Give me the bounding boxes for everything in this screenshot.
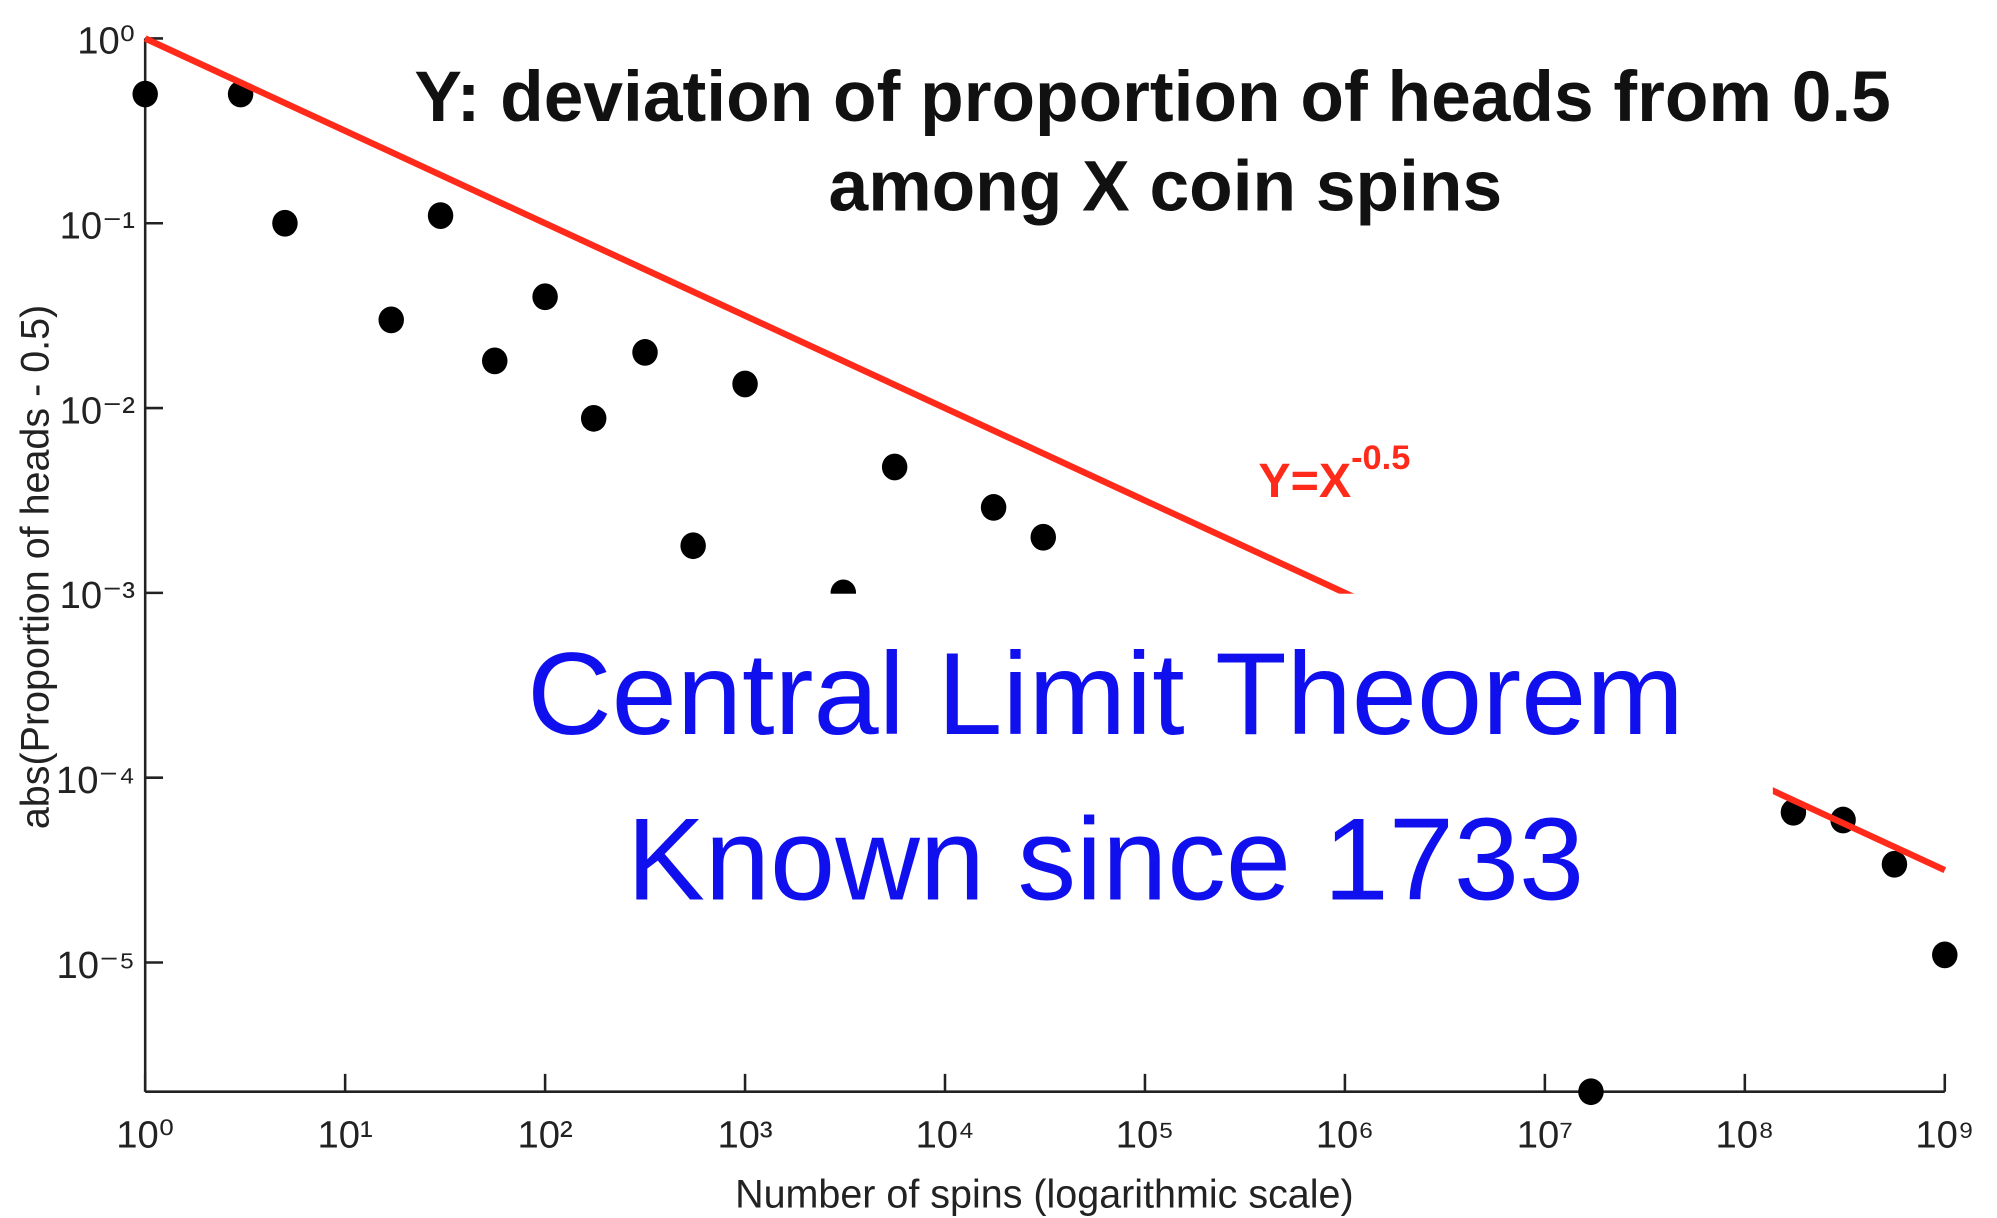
annotation-exponent: -0.5 [1351, 439, 1410, 477]
y-tick-label: 10⁻⁵ [57, 944, 135, 987]
x-tick-label: 10³ [717, 1114, 772, 1157]
x-tick-label: 10⁰ [116, 1114, 174, 1157]
annotation: Y=X-0.5 [1258, 439, 1410, 508]
data-point [881, 453, 908, 481]
data-point [132, 80, 158, 108]
y-axis-label: abs(Proportion of heads - 0.5) [13, 305, 57, 829]
data-point [680, 532, 706, 560]
y-tick-label: 10⁻¹ [60, 205, 135, 248]
x-tick-label: 10⁹ [1915, 1114, 1974, 1157]
data-point [1030, 523, 1056, 551]
data-point [732, 370, 758, 398]
data-point [532, 283, 558, 311]
annotation-base: Y=X [1258, 454, 1351, 508]
data-point [632, 339, 658, 366]
data-point [427, 202, 454, 229]
y-tick-label: 10⁻³ [60, 574, 135, 617]
data-point [1881, 850, 1908, 878]
overlay-text: Central Limit Theorem [527, 628, 1684, 759]
data-point [980, 494, 1007, 521]
overlay-text: Known since 1733 [627, 793, 1584, 924]
y-tick-label: 10⁰ [77, 20, 135, 63]
y-tick-label: 10⁻² [60, 389, 135, 432]
x-tick-label: 10² [517, 1114, 572, 1157]
x-tick-label: 10⁷ [1517, 1114, 1573, 1157]
data-point [580, 404, 607, 432]
x-tick-label: 10⁶ [1316, 1114, 1374, 1157]
x-tick-label: 10⁸ [1716, 1114, 1775, 1157]
data-point [1932, 941, 1958, 969]
data-point [1578, 1078, 1604, 1106]
x-tick-label: 10⁴ [916, 1114, 975, 1157]
data-point [482, 347, 508, 375]
chart-title: among X coin spins [829, 146, 1503, 226]
chart-title: Y: deviation of proportion of heads from… [414, 57, 1891, 137]
overlay-box [420, 593, 1773, 928]
x-axis-label: Number of spins (logarithmic scale) [735, 1173, 1354, 1217]
x-tick-label: 10¹ [318, 1114, 373, 1157]
x-tick-label: 10⁵ [1116, 1114, 1174, 1157]
data-point [272, 209, 298, 237]
y-tick-label: 10⁻⁴ [56, 759, 135, 802]
data-point [378, 306, 404, 334]
